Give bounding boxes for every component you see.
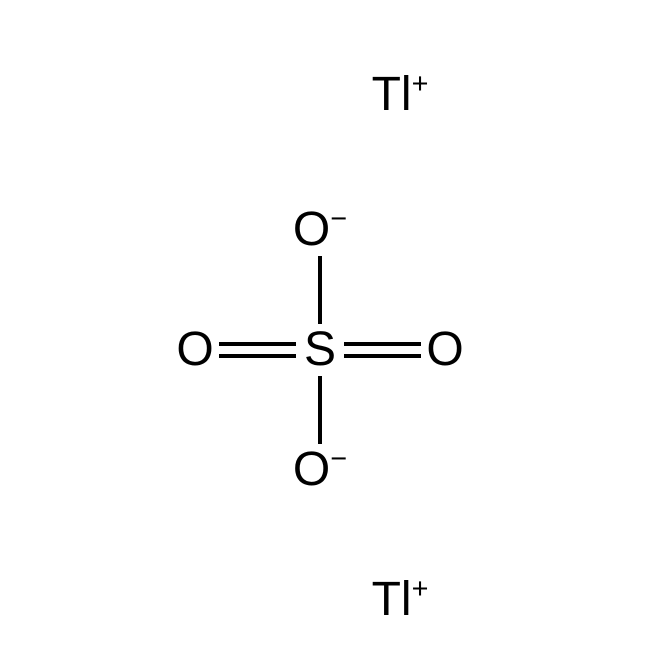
atom-o-top: O− xyxy=(293,206,347,254)
atom-label: O xyxy=(293,443,330,496)
atom-s-center: S xyxy=(304,326,336,374)
atom-label: O xyxy=(176,323,213,376)
atom-charge: + xyxy=(412,68,429,100)
atom-label: O xyxy=(426,323,463,376)
atom-o-right: O xyxy=(426,326,463,374)
atom-charge: + xyxy=(412,573,429,605)
atom-label: Tl xyxy=(372,573,412,626)
atom-label: Tl xyxy=(372,68,412,121)
atom-tl-top: Tl+ xyxy=(372,71,429,119)
atom-o-left: O xyxy=(176,326,213,374)
atom-label: O xyxy=(293,203,330,256)
atom-o-bottom: O− xyxy=(293,446,347,494)
structure-canvas: Tl+ O− O S O O− Tl+ xyxy=(0,0,650,650)
atom-tl-bottom: Tl+ xyxy=(372,576,429,624)
atom-charge: − xyxy=(330,443,347,475)
atom-label: S xyxy=(304,323,336,376)
atom-charge: − xyxy=(330,203,347,235)
